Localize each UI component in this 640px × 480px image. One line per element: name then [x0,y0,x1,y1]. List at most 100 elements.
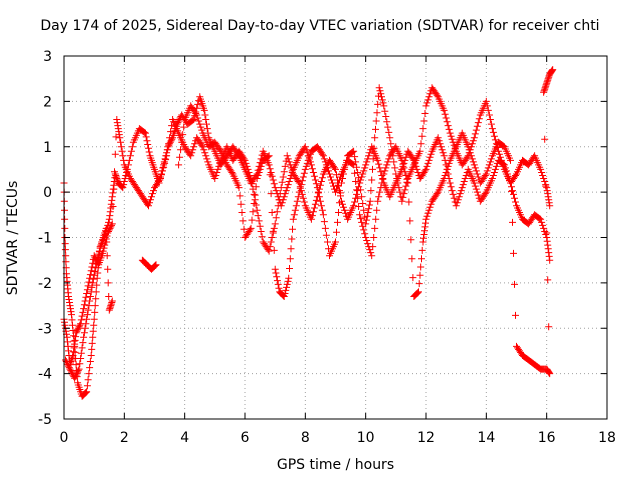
data-point [488,175,496,182]
data-point [324,164,331,172]
data-point [378,179,386,187]
data-point [311,176,319,184]
data-point [378,96,386,104]
data-point [162,156,170,164]
data-point [250,190,258,198]
data-point [61,215,69,223]
data-point [286,265,293,272]
data-point [332,188,339,196]
data-point [72,371,80,379]
data-point [79,308,87,316]
data-point [382,164,390,172]
data-point [546,256,554,264]
x-tick-label: 16 [538,430,556,446]
data-point [95,250,103,258]
data-point [463,153,471,161]
data-point [380,170,388,178]
data-point [472,185,480,193]
data-point [273,273,281,281]
data-point [454,196,462,204]
data-point [271,265,279,273]
data-point [306,150,314,158]
data-point [376,87,384,95]
data-point [359,222,367,230]
data-point [240,225,248,233]
data-point [127,147,135,155]
data-point [84,376,92,384]
data-point [426,153,434,161]
data-point [355,203,363,210]
data-point [119,184,127,192]
data-point [177,146,185,154]
data-point [90,252,98,260]
data-point [485,161,493,169]
data-point [91,308,99,316]
data-point [487,120,495,128]
data-point [472,126,480,134]
data-point [267,190,275,198]
data-point [366,149,374,157]
data-point [167,128,175,136]
data-point [272,214,280,222]
data-point [383,118,391,126]
data-point [424,96,432,104]
data-point [240,155,248,163]
data-point [76,360,84,368]
data-point [449,190,457,198]
data-point [204,158,212,166]
data-point [77,349,85,357]
data-point [308,165,316,173]
data-point [386,134,394,142]
data-point [546,370,554,378]
data-point [87,352,95,359]
data-layer [60,66,557,400]
data-point [287,164,295,172]
data-point [178,138,186,146]
data-point [301,165,309,173]
data-point [333,228,340,236]
data-point [89,333,97,341]
data-point [257,228,265,235]
data-point [71,374,79,382]
data-point [254,212,262,220]
data-point [86,358,94,365]
data-point [374,100,382,108]
data-point [278,199,286,207]
data-point [280,293,288,300]
data-point [242,159,250,167]
data-point [342,209,350,217]
data-point [201,149,209,157]
data-point [278,178,286,186]
data-point [483,102,491,110]
data-point [492,162,500,170]
data-point [117,138,125,146]
data-point [445,159,453,167]
data-point [375,84,383,92]
plot-border [63,55,608,420]
data-point [87,288,95,296]
data-point [88,345,96,353]
data-point [273,208,281,216]
data-point [334,218,341,226]
data-point [250,200,258,207]
x-tick-label: 8 [301,430,310,446]
data-point [286,161,294,169]
data-point [74,326,82,334]
data-point [244,165,252,173]
data-point [402,153,410,161]
data-point [216,159,224,167]
data-point [381,167,389,175]
data-point [309,208,317,216]
data-point [89,279,97,287]
data-point [507,156,514,164]
x-tick-label: 12 [417,430,435,446]
data-point [486,158,494,166]
data-point [273,277,281,285]
data-point [329,179,336,187]
data-point [357,215,365,223]
data-point [279,173,287,181]
data-point [351,198,359,206]
data-point [165,140,173,148]
data-point [349,160,357,168]
data-point [108,297,116,305]
